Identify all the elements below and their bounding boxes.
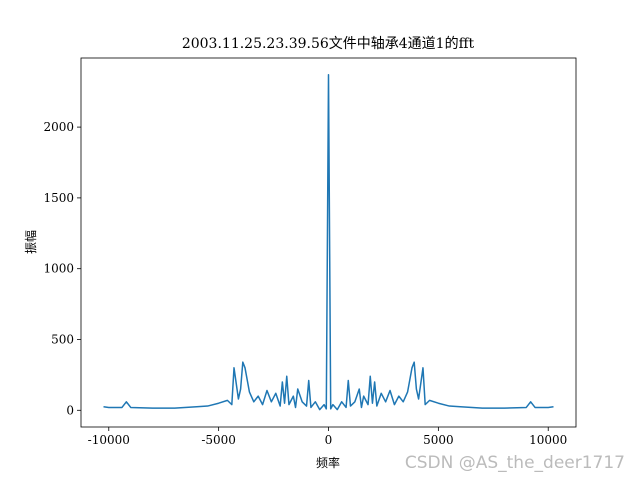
x-tick-label: 0 xyxy=(325,433,333,447)
x-tick-label: -10000 xyxy=(88,433,130,447)
x-tick-label: -5000 xyxy=(201,433,236,447)
y-axis-label: 振幅 xyxy=(23,230,38,254)
line xyxy=(103,73,554,411)
x-tick-label: 5000 xyxy=(423,433,454,447)
y-tick-label: 500 xyxy=(51,332,74,346)
x-tick-label: 10000 xyxy=(529,433,567,447)
y-tick-label: 2000 xyxy=(43,120,74,134)
y-tick-label: 1000 xyxy=(43,262,74,276)
watermark: CSDN @AS_the_deer1717 xyxy=(405,453,625,473)
chart-title: 2003.11.25.23.39.56文件中轴承4通道1的fft xyxy=(182,36,475,52)
x-axis-label: 频率 xyxy=(316,455,340,470)
y-tick-label: 1500 xyxy=(43,191,74,205)
y-tick-label: 0 xyxy=(66,403,74,417)
